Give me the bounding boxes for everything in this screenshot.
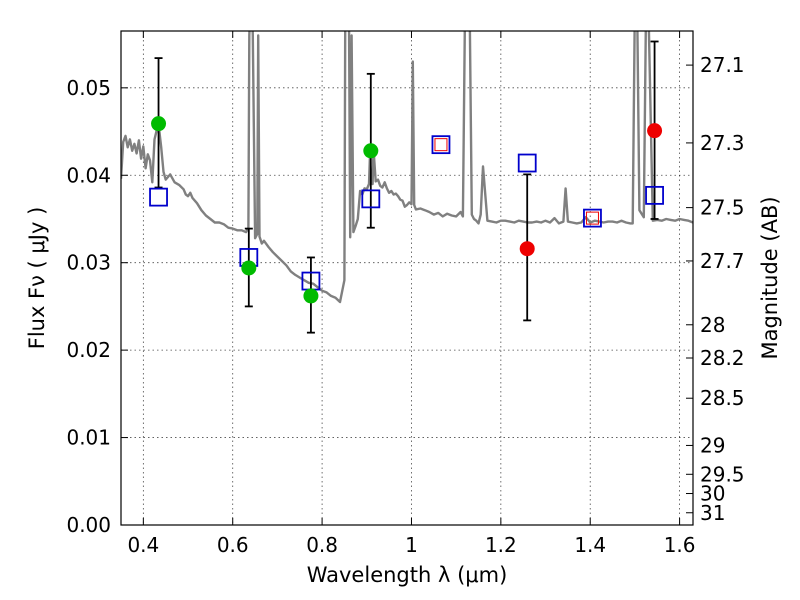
model-flux-marker [517,153,537,173]
model-flux-inner-marker [434,138,448,152]
right-tick-label: 29 [700,433,725,457]
model-flux-marker [361,189,381,209]
model-flux-marker [431,135,451,155]
x-tick-label: 1.4 [574,533,606,557]
right-tick-label: 28 [700,313,725,337]
x-tick-label: 1.2 [485,533,517,557]
right-tick-label: 29.5 [700,462,745,486]
plot-frame [120,30,694,526]
right-tick-label: 28.2 [700,346,745,370]
x-axis: 0.4 0.6 0.8 1 1.2 1.4 1.6 [127,31,696,557]
x-tick-label: 1 [405,533,418,557]
model-flux-inner-marker [585,211,599,225]
observed-flux-point [241,260,257,276]
y-tick-label: 0.00 [66,513,111,537]
x-axis-label: Wavelength λ (μm) [307,563,508,587]
y-tick-label: 0.05 [66,76,111,100]
observed-flux-point [151,116,167,132]
right-tick-label: 27.7 [700,249,745,273]
model-flux-marker [583,208,602,228]
x-tick-label: 0.4 [127,533,159,557]
right-tick-label: 28.5 [700,386,745,410]
y-tick-label: 0.04 [66,163,111,187]
x-tick-label: 1.6 [664,533,696,557]
observed-flux-point [519,241,535,257]
right-tick-label: 31 [700,501,725,525]
observed-flux-point [647,123,663,139]
y-axis-label: Flux Fν ( μJy ) [25,207,49,350]
model-flux-marker [645,185,664,205]
x-tick-label: 0.6 [217,533,249,557]
data-markers [149,40,664,334]
observed-flux-point [303,288,319,304]
y-tick-label: 0.03 [66,251,111,275]
y-axis-left: 0.00 0.01 0.02 0.03 0.04 0.05 [66,76,128,537]
right-tick-label: 30 [700,482,725,506]
y-tick-label: 0.02 [66,338,111,362]
y-axis-right-label: Magnitude (AB) [758,196,782,359]
y-tick-label: 0.01 [66,426,111,450]
x-tick-label: 0.8 [306,533,338,557]
observed-flux-point [363,143,379,159]
right-tick-label: 27.5 [700,196,745,220]
right-tick-label: 27.3 [700,131,745,155]
grid [121,31,693,526]
model-flux-marker [149,187,168,207]
right-tick-label: 27.1 [700,53,745,77]
model-spectrum-line [121,31,693,304]
